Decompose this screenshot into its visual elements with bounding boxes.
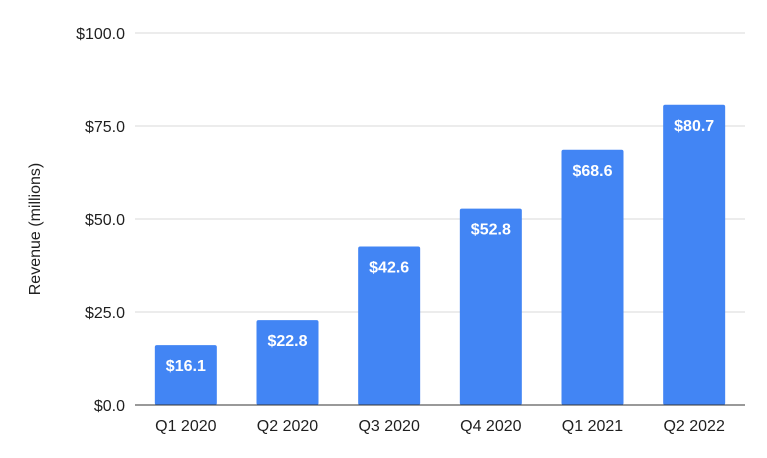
y-tick-label: $100.0 bbox=[76, 26, 125, 43]
x-tick-label: Q4 2020 bbox=[460, 418, 521, 435]
data-labels: $16.1 $22.8 $42.6 $52.8 $68.6 $80.7 bbox=[166, 118, 714, 375]
x-tick-label: Q1 2020 bbox=[155, 418, 216, 435]
bar-value-label: $80.7 bbox=[674, 118, 714, 135]
bar bbox=[459, 208, 522, 405]
y-tick-label: $25.0 bbox=[85, 305, 125, 322]
x-tick-label: Q1 2021 bbox=[562, 418, 623, 435]
bar-value-label: $22.8 bbox=[267, 333, 307, 350]
y-tick-label: $0.0 bbox=[94, 398, 125, 415]
bar bbox=[561, 149, 624, 405]
bar-value-label: $42.6 bbox=[369, 260, 409, 277]
bar-value-label: $68.6 bbox=[572, 163, 612, 180]
x-tick-label: Q2 2022 bbox=[663, 418, 724, 435]
y-tick-label: $50.0 bbox=[85, 212, 125, 229]
bar-value-label: $16.1 bbox=[166, 358, 206, 375]
x-axis-ticks: Q1 2020 Q2 2020 Q3 2020 Q4 2020 Q1 2021 Q2 20… bbox=[155, 418, 725, 435]
bar bbox=[358, 246, 421, 405]
y-tick-label: $75.0 bbox=[85, 119, 125, 136]
bar bbox=[663, 104, 726, 406]
y-axis-title: Revenue (millions) bbox=[27, 163, 44, 296]
y-axis-ticks: $0.0 $25.0 $50.0 $75.0 $100.0 bbox=[76, 26, 125, 415]
x-tick-label: Q2 2020 bbox=[257, 418, 318, 435]
x-tick-label: Q3 2020 bbox=[358, 418, 419, 435]
bar-value-label: $52.8 bbox=[471, 222, 511, 239]
bar bbox=[256, 320, 319, 405]
bars bbox=[154, 104, 726, 406]
gridlines bbox=[135, 32, 745, 313]
bar bbox=[154, 345, 217, 405]
